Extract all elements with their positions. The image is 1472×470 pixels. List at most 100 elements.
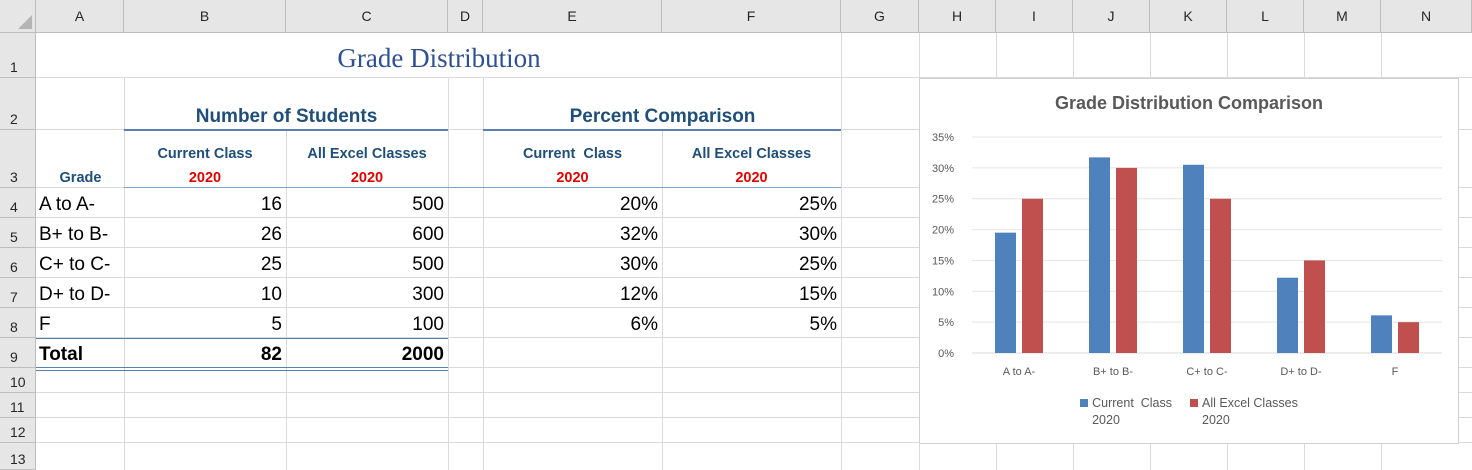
total-top-border: [36, 338, 448, 339]
grade-label[interactable]: F: [39, 314, 51, 335]
gridline: [36, 337, 1472, 338]
bar-current-class[interactable]: [1371, 315, 1392, 353]
header-bottom-border: [124, 187, 841, 188]
sheet-title[interactable]: Grade Distribution: [337, 43, 541, 73]
row-header-12[interactable]: 12: [0, 418, 36, 443]
total-current-cell[interactable]: 82: [260, 344, 282, 365]
merged-students-cell[interactable]: [125, 78, 448, 129]
all-count-cell[interactable]: 100: [412, 314, 444, 335]
row-header-4[interactable]: 4: [0, 188, 36, 218]
current-class-year[interactable]: 2020: [188, 170, 222, 186]
current-count-cell[interactable]: 16: [260, 194, 282, 215]
bar-current-class[interactable]: [995, 232, 1016, 353]
all-count-cell[interactable]: 300: [412, 284, 444, 305]
grade-label[interactable]: D+ to D-: [39, 284, 111, 305]
gridline: [36, 307, 1472, 308]
current-pct-cell[interactable]: 12%: [619, 284, 658, 305]
column-header-m[interactable]: M: [1304, 0, 1381, 33]
row-header-11[interactable]: 11: [0, 393, 36, 418]
row-header-13[interactable]: 13: [0, 443, 36, 470]
all-excel-pct-year[interactable]: 2020: [735, 170, 768, 186]
bar-current-class[interactable]: [1183, 164, 1204, 353]
current-pct-cell[interactable]: 6%: [630, 314, 658, 335]
all-excel-header[interactable]: All Excel Classes: [307, 146, 427, 162]
column-header-i[interactable]: I: [996, 0, 1073, 33]
all-count-cell[interactable]: 600: [412, 224, 444, 245]
chart-title[interactable]: Grade Distribution Comparison: [1054, 93, 1324, 113]
bar-all-excel[interactable]: [1022, 198, 1043, 353]
all-pct-cell[interactable]: 30%: [798, 224, 837, 245]
current-pct-cell[interactable]: 30%: [619, 254, 658, 275]
current-count-cell[interactable]: 5: [271, 314, 282, 335]
current-class-pct-year[interactable]: 2020: [556, 170, 589, 186]
current-pct-cell[interactable]: 32%: [619, 224, 658, 245]
bar-all-excel[interactable]: [1210, 198, 1231, 353]
column-header-f[interactable]: F: [662, 0, 841, 33]
gridline: [36, 367, 1472, 368]
x-category-label: B+ to B-: [1093, 366, 1133, 378]
total-label[interactable]: Total: [39, 344, 83, 365]
all-pct-cell[interactable]: 15%: [798, 284, 837, 305]
all-count-cell[interactable]: 500: [412, 194, 444, 215]
gridline: [36, 392, 1472, 393]
row-header-9[interactable]: 9: [0, 338, 36, 368]
column-header-a[interactable]: A: [36, 0, 124, 33]
percent-section-header[interactable]: Percent Comparison: [569, 106, 756, 127]
bar-all-excel[interactable]: [1116, 167, 1137, 353]
legend-swatch-current-class: [1080, 399, 1089, 407]
grade-label[interactable]: C+ to C-: [39, 254, 111, 275]
x-category-label: C+ to C-: [1186, 366, 1228, 378]
legend-item-all-excel[interactable]: All Excel Classes 2020: [1190, 395, 1298, 429]
column-header-g[interactable]: G: [841, 0, 919, 33]
legend-item-current-class[interactable]: Current Class 2020: [1080, 395, 1172, 429]
bar-current-class[interactable]: [1277, 277, 1298, 353]
row-header-2[interactable]: 2: [0, 78, 36, 130]
y-tick-label: 20%: [932, 225, 954, 237]
bar-all-excel[interactable]: [1304, 260, 1325, 353]
row-header-5[interactable]: 5: [0, 218, 36, 248]
column-header-d[interactable]: D: [448, 0, 483, 33]
grade-label[interactable]: A to A-: [39, 194, 95, 215]
students-section-header[interactable]: Number of Students: [195, 106, 378, 127]
legend-year-all-excel: 2020: [1202, 413, 1230, 427]
current-count-cell[interactable]: 10: [260, 284, 282, 305]
column-header-e[interactable]: E: [483, 0, 662, 33]
column-header-l[interactable]: L: [1227, 0, 1304, 33]
column-header-c[interactable]: C: [286, 0, 448, 33]
chart-legend[interactable]: Current Class 2020 All Excel Classes 2020: [920, 395, 1458, 429]
column-header-b[interactable]: B: [124, 0, 286, 33]
merged-percent-cell[interactable]: [484, 78, 841, 129]
row-header-3[interactable]: 3: [0, 130, 36, 188]
chart-plot-area[interactable]: 0% 5% 10% 15% 20% 25% 30% 35% A to A- B+ to B- C+ …: [920, 79, 1458, 443]
all-count-cell[interactable]: 500: [412, 254, 444, 275]
row-header-10[interactable]: 10: [0, 368, 36, 393]
gridline: [662, 33, 663, 470]
all-pct-cell[interactable]: 5%: [809, 314, 837, 335]
column-header-h[interactable]: H: [919, 0, 996, 33]
grade-column-label[interactable]: Grade: [59, 170, 102, 186]
row-header-6[interactable]: 6: [0, 248, 36, 278]
select-all-corner[interactable]: [0, 0, 36, 33]
column-header-k[interactable]: K: [1150, 0, 1227, 33]
current-count-cell[interactable]: 25: [260, 254, 282, 275]
all-pct-cell[interactable]: 25%: [798, 254, 837, 275]
current-pct-cell[interactable]: 20%: [619, 194, 658, 215]
current-class-pct-header[interactable]: Current Class: [522, 146, 623, 162]
grade-label[interactable]: B+ to B-: [39, 224, 109, 245]
column-header-n[interactable]: N: [1381, 0, 1472, 33]
row-header-7[interactable]: 7: [0, 278, 36, 308]
current-count-cell[interactable]: 26: [260, 224, 282, 245]
column-header-j[interactable]: J: [1073, 0, 1150, 33]
all-excel-pct-header[interactable]: All Excel Classes: [691, 146, 812, 162]
grade-distribution-chart[interactable]: Grade Distribution Comparison 0% 5% 10% 15%…: [919, 78, 1459, 444]
total-all-cell[interactable]: 2000: [401, 344, 444, 365]
row-header-1[interactable]: 1: [0, 33, 36, 78]
gridline: [124, 33, 125, 470]
all-pct-cell[interactable]: 25%: [798, 194, 837, 215]
row-header-8[interactable]: 8: [0, 308, 36, 338]
bar-all-excel[interactable]: [1398, 322, 1419, 353]
current-class-header[interactable]: Current Class: [157, 146, 253, 162]
merged-title-cell[interactable]: [37, 33, 841, 77]
all-excel-year[interactable]: 2020: [350, 170, 384, 186]
bar-current-class[interactable]: [1089, 157, 1110, 353]
